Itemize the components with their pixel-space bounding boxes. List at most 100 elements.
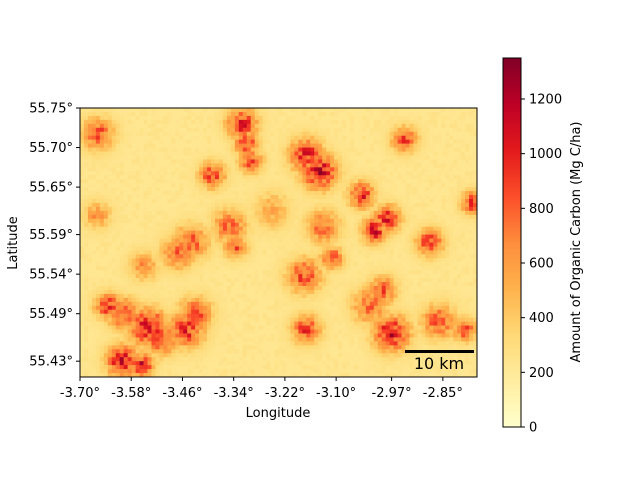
- raster-cell: [314, 115, 319, 121]
- raster-cell: [167, 210, 172, 216]
- raster-cell: [115, 282, 121, 287]
- raster-cell: [473, 274, 477, 279]
- raster-cell: [385, 282, 391, 287]
- raster-cell: [433, 191, 438, 196]
- raster-cell: [266, 123, 271, 129]
- raster-cell: [119, 274, 125, 279]
- raster-cell: [131, 187, 136, 192]
- raster-cell: [234, 246, 240, 251]
- raster-cell: [282, 262, 287, 267]
- raster-cell: [345, 266, 351, 271]
- raster-cell: [218, 163, 224, 168]
- raster-cell: [306, 191, 311, 196]
- raster-cell: [234, 108, 240, 113]
- raster-cell: [83, 258, 89, 263]
- raster-cell: [226, 119, 232, 125]
- raster-cell: [274, 258, 279, 263]
- raster-cell: [338, 143, 343, 148]
- raster-cell: [473, 119, 477, 125]
- raster-cell: [349, 218, 355, 224]
- raster-cell: [318, 202, 323, 208]
- raster-cell: [389, 218, 394, 224]
- raster-cell: [135, 179, 140, 184]
- raster-cell: [449, 286, 454, 291]
- raster-cell: [87, 143, 93, 148]
- raster-cell: [290, 297, 295, 303]
- raster-cell: [417, 198, 422, 204]
- raster-cell: [262, 258, 267, 263]
- raster-cell: [381, 254, 387, 259]
- raster-cell: [453, 163, 458, 168]
- raster-cell: [151, 234, 156, 239]
- raster-cell: [147, 171, 152, 176]
- raster-cell: [445, 115, 450, 121]
- raster-cell: [286, 131, 291, 137]
- raster-cell: [401, 183, 406, 188]
- raster-cell: [369, 246, 375, 251]
- raster-cell: [461, 155, 466, 160]
- raster-cell: [191, 143, 196, 148]
- raster-cell: [469, 210, 474, 216]
- raster-cell: [115, 151, 121, 156]
- raster-cell: [286, 195, 291, 200]
- raster-cell: [393, 111, 398, 117]
- raster-cell: [349, 210, 355, 216]
- raster-cell: [171, 210, 176, 216]
- raster-cell: [218, 226, 224, 231]
- raster-cell: [203, 206, 208, 212]
- raster-cell: [218, 127, 224, 133]
- raster-cell: [151, 167, 156, 172]
- raster-cell: [222, 266, 228, 271]
- raster-cell: [278, 210, 283, 216]
- raster-cell: [338, 135, 343, 140]
- raster-cell: [230, 289, 236, 295]
- raster-cell: [342, 293, 347, 299]
- raster-cell: [191, 159, 196, 164]
- raster-cell: [270, 187, 275, 192]
- raster-cell: [437, 270, 442, 275]
- raster-cell: [365, 163, 371, 168]
- raster-cell: [334, 234, 339, 239]
- raster-cell: [222, 297, 228, 303]
- raster-cell: [99, 254, 105, 259]
- raster-cell: [330, 202, 335, 208]
- raster-cell: [445, 135, 450, 140]
- raster-cell: [357, 171, 363, 176]
- raster-cell: [345, 270, 351, 275]
- raster-cell: [179, 123, 184, 129]
- raster-cell: [258, 163, 263, 168]
- raster-cell: [111, 289, 117, 295]
- raster-cell: [238, 131, 244, 137]
- raster-cell: [230, 293, 236, 299]
- raster-cell: [191, 230, 196, 235]
- raster-cell: [191, 254, 196, 259]
- raster-cell: [373, 286, 379, 291]
- raster-cell: [449, 183, 454, 188]
- raster-cell: [254, 179, 259, 184]
- raster-cell: [306, 195, 311, 200]
- raster-cell: [469, 115, 474, 121]
- raster-cell: [425, 282, 430, 287]
- raster-cell: [95, 151, 101, 156]
- raster-cell: [282, 195, 287, 200]
- raster-cell: [258, 289, 263, 295]
- raster-cell: [298, 167, 303, 172]
- raster-cell: [111, 127, 117, 133]
- raster-cell: [389, 167, 394, 172]
- raster-cell: [286, 242, 291, 247]
- raster-cell: [135, 262, 140, 267]
- raster-cell: [131, 131, 136, 137]
- raster-cell: [318, 246, 323, 251]
- raster-cell: [171, 135, 176, 140]
- raster-cell: [250, 230, 256, 235]
- raster-cell: [373, 297, 379, 303]
- raster-cell: [457, 222, 462, 228]
- raster-cell: [107, 262, 113, 267]
- raster-cell: [266, 127, 271, 133]
- raster-cell: [361, 246, 367, 251]
- raster-cell: [218, 175, 224, 180]
- raster-cell: [107, 238, 113, 243]
- raster-cell: [445, 289, 450, 295]
- raster-cell: [429, 151, 434, 156]
- raster-cell: [191, 282, 196, 287]
